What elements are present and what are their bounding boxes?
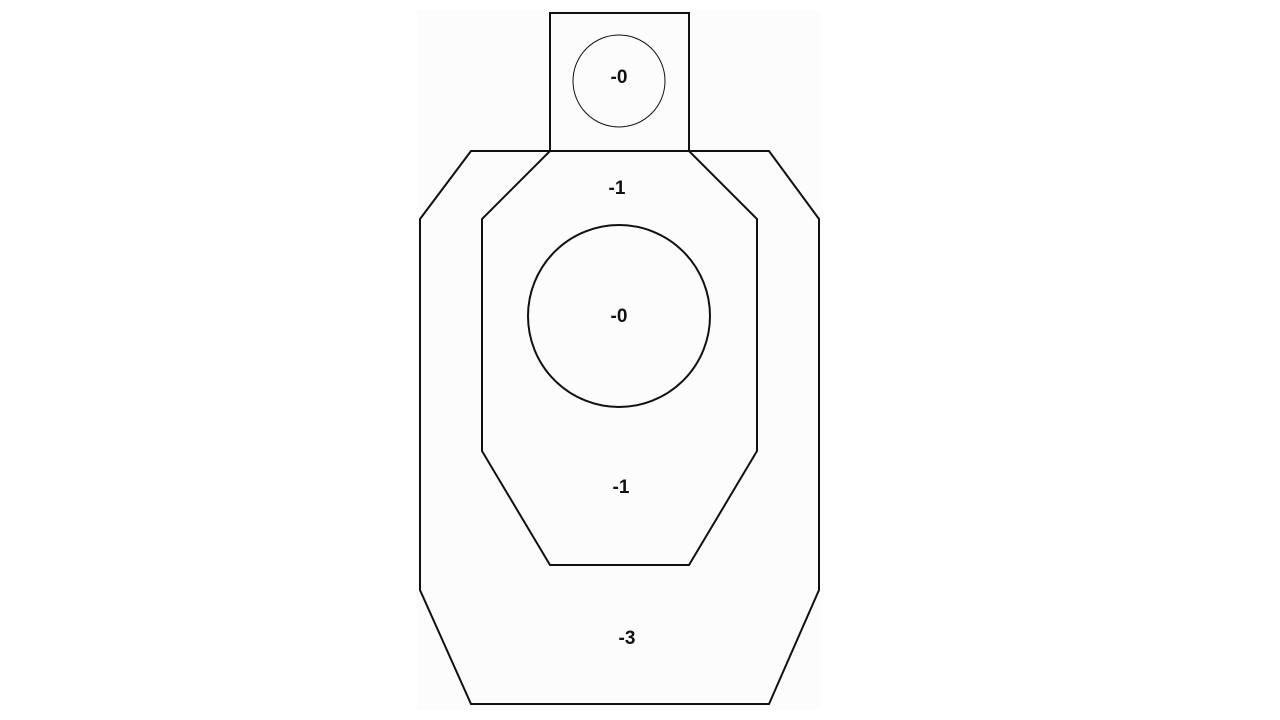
- body-circle: [527, 224, 711, 408]
- inner-a-zone: [481, 150, 758, 566]
- target-paper: [417, 10, 820, 710]
- lower-a-zone-score: -1: [613, 477, 630, 498]
- head-box: [549, 12, 690, 152]
- upper-a-zone-score: -1: [609, 178, 626, 199]
- body-circle-score: -0: [611, 306, 628, 327]
- outer-d-zone-score: -3: [619, 628, 636, 649]
- outer-silhouette: [419, 150, 820, 705]
- head-circle: [572, 34, 666, 128]
- head-circle-score: -0: [611, 67, 628, 88]
